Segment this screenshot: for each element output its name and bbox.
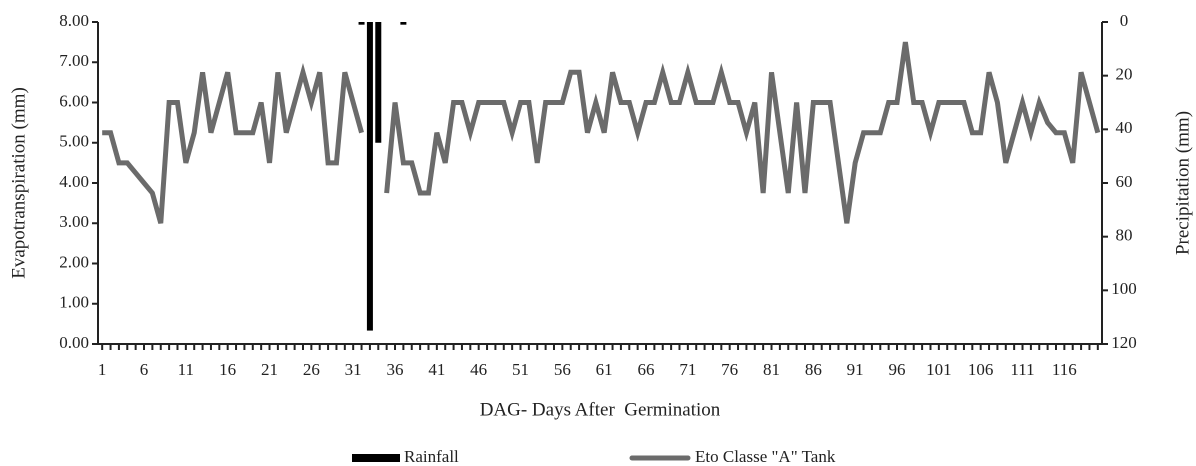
y-tick-label: 6.00	[59, 91, 89, 110]
y-tick-label: 5.00	[59, 132, 89, 151]
x-tick-label: 91	[847, 360, 864, 379]
x-tick-label: 81	[763, 360, 780, 379]
x-tick-label: 26	[303, 360, 320, 379]
x-tick-label: 116	[1052, 360, 1077, 379]
x-tick-label: 86	[805, 360, 822, 379]
x-tick-label: 106	[968, 360, 994, 379]
et-line	[102, 62, 364, 224]
y2-tick-label: 80	[1116, 226, 1133, 245]
x-tick-label: 96	[889, 360, 906, 379]
y2-tick-label: 60	[1116, 172, 1133, 191]
x-tick-label: 36	[387, 360, 404, 379]
y-axis-title: Evapotranspiration (mm)	[8, 87, 29, 279]
y2-tick-label: 20	[1116, 65, 1133, 84]
legend-label: Eto Classe "A" Tank	[695, 447, 836, 466]
x-tick-label: 66	[638, 360, 655, 379]
x-tick-label: 41	[428, 360, 445, 379]
rain-bar	[375, 22, 382, 143]
x-tick-label: 71	[679, 360, 696, 379]
y-tick-label: 7.00	[59, 51, 89, 70]
x-tick-label: 1	[98, 360, 107, 379]
x-tick-label: 101	[926, 360, 952, 379]
x-tick-label: 51	[512, 360, 529, 379]
legend-label: Rainfall	[404, 447, 459, 466]
x-tick-label: 46	[470, 360, 487, 379]
y-tick-label: 0.00	[59, 333, 89, 352]
x-tick-label: 61	[596, 360, 613, 379]
y-tick-label: 1.00	[59, 293, 89, 312]
y-tick-label: 8.00	[59, 11, 89, 30]
rain-bar	[358, 22, 365, 25]
y-tick-label: 2.00	[59, 252, 89, 271]
x-tick-label: 6	[140, 360, 149, 379]
y-tick-label: 4.00	[59, 172, 89, 191]
x-tick-label: 111	[1010, 360, 1034, 379]
x-tick-label: 31	[345, 360, 362, 379]
x-tick-label: 76	[721, 360, 738, 379]
x-axis-title: DAG- Days After Germination	[480, 399, 721, 420]
y2-tick-label: 0	[1120, 11, 1129, 30]
legend-swatch	[352, 454, 400, 462]
rain-bar	[366, 22, 373, 331]
et-line	[384, 41, 1101, 224]
x-tick-label: 56	[554, 360, 571, 379]
y2-tick-label: 100	[1111, 279, 1137, 298]
y-tick-label: 3.00	[59, 212, 89, 231]
y2-tick-label: 120	[1111, 333, 1137, 352]
y2-tick-label: 40	[1116, 118, 1133, 137]
x-tick-label: 21	[261, 360, 278, 379]
rain-bar	[400, 22, 407, 25]
x-tick-label: 16	[219, 360, 236, 379]
x-tick-label: 11	[178, 360, 194, 379]
y2-axis-title: Precipitation (mm)	[1172, 111, 1193, 255]
